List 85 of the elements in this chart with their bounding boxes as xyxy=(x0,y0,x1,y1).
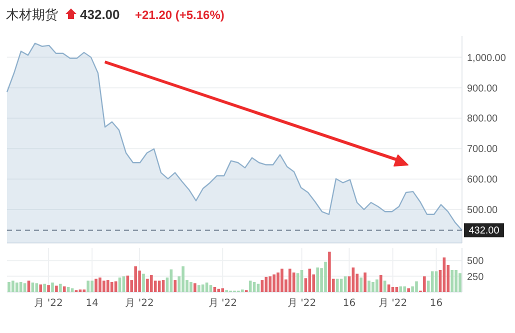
text: +21.20 (+5.16%) xyxy=(135,8,224,22)
ref-line-label: 432.00 xyxy=(468,226,500,237)
bar xyxy=(194,283,196,292)
bar xyxy=(364,272,366,292)
x-tick-label: 月 '22 xyxy=(287,298,316,309)
bar xyxy=(458,273,462,292)
bar xyxy=(43,284,46,292)
bar xyxy=(336,278,339,292)
bar xyxy=(94,278,98,292)
bar xyxy=(70,288,74,292)
bar xyxy=(360,278,363,292)
bar xyxy=(324,262,327,292)
bar xyxy=(59,284,62,292)
bar xyxy=(23,283,26,292)
chart-subtitle: 432.00 xyxy=(80,7,120,22)
bar xyxy=(407,288,410,292)
x-tick-label: 14 xyxy=(86,298,98,309)
bar xyxy=(316,267,319,292)
bar xyxy=(62,286,66,292)
bar xyxy=(415,281,418,292)
bar xyxy=(134,266,137,292)
bar xyxy=(268,276,272,292)
y-tick-label: 900.00 xyxy=(467,83,498,94)
bar xyxy=(450,270,454,292)
bar xyxy=(102,280,106,292)
bar xyxy=(51,282,54,292)
bar xyxy=(272,274,276,292)
x-tick-label: 16 xyxy=(430,298,443,309)
bar xyxy=(27,280,30,292)
bar xyxy=(158,280,161,292)
bar xyxy=(248,280,252,292)
bar xyxy=(376,279,378,292)
bar xyxy=(197,285,200,292)
y-tick-label: 1,000.00 xyxy=(467,52,506,64)
y-tick-label: 800.00 xyxy=(467,114,498,125)
bar xyxy=(174,280,177,292)
bar xyxy=(126,276,130,292)
x-tick-label: 月 '22 xyxy=(378,298,408,309)
y-tick-label: 500 xyxy=(467,256,484,268)
bar xyxy=(379,275,382,292)
bar xyxy=(368,280,370,292)
y-tick-label: 250 xyxy=(467,272,484,283)
bar xyxy=(31,282,34,292)
bar xyxy=(308,268,312,292)
bar xyxy=(403,286,406,292)
bar xyxy=(15,282,18,292)
bar xyxy=(241,289,244,292)
bar xyxy=(162,280,165,292)
y-tick-label: 500.00 xyxy=(467,205,498,216)
x-tick-label: 月 '22 xyxy=(125,298,154,309)
bar xyxy=(454,270,458,292)
x-tick-label: 月 '22 xyxy=(208,298,237,309)
bar xyxy=(150,275,153,292)
bar xyxy=(86,280,90,292)
bar xyxy=(372,282,374,292)
y-tick-label: 700.00 xyxy=(467,144,498,156)
bar xyxy=(47,285,50,292)
bar xyxy=(146,278,149,292)
bar xyxy=(260,280,264,292)
x-tick-label: 16 xyxy=(342,298,356,309)
bar xyxy=(39,284,42,292)
bar xyxy=(423,276,426,292)
bar xyxy=(98,278,102,292)
bar xyxy=(106,280,110,292)
x-tick-label: 月 '22 xyxy=(34,298,63,309)
bar xyxy=(288,268,292,292)
bar xyxy=(182,266,184,292)
bar xyxy=(118,278,122,292)
chart-title: 木材期货 xyxy=(6,8,58,23)
bar xyxy=(383,280,386,292)
bar xyxy=(205,282,208,292)
y-tick-label: 600.00 xyxy=(467,174,498,186)
bar xyxy=(55,286,58,292)
bar xyxy=(209,285,212,292)
bar xyxy=(8,282,10,292)
bar xyxy=(190,282,192,292)
bar xyxy=(276,272,280,292)
bar xyxy=(221,288,224,292)
bar xyxy=(90,280,94,292)
bar xyxy=(12,280,14,292)
bar xyxy=(142,274,145,292)
bar xyxy=(35,283,38,292)
bar xyxy=(280,268,284,292)
bar xyxy=(296,273,300,292)
bar xyxy=(328,252,331,292)
